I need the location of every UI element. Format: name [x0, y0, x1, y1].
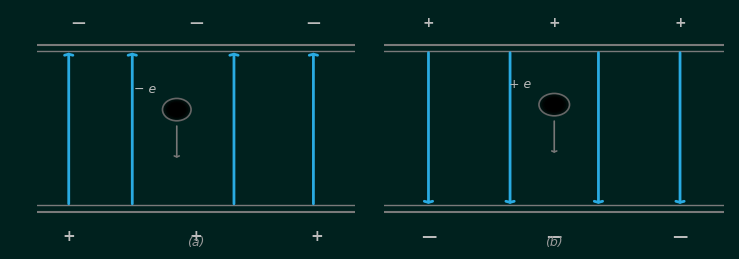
Circle shape [163, 98, 191, 121]
Text: +: + [189, 229, 202, 244]
Text: (b): (b) [545, 236, 563, 249]
Text: − e: − e [134, 83, 156, 96]
Circle shape [166, 101, 188, 118]
Circle shape [542, 96, 566, 113]
Text: —: — [189, 16, 202, 30]
Circle shape [169, 104, 184, 116]
Circle shape [541, 95, 568, 114]
Text: + e: + e [509, 78, 531, 91]
Text: —: — [72, 16, 85, 30]
Text: (a): (a) [187, 236, 205, 249]
Text: —: — [672, 229, 688, 244]
Text: +: + [674, 16, 686, 30]
Text: —: — [307, 16, 320, 30]
Circle shape [546, 99, 562, 110]
Text: —: — [420, 229, 436, 244]
Circle shape [168, 103, 186, 117]
Circle shape [539, 93, 570, 116]
Text: —: — [547, 229, 562, 244]
Text: +: + [423, 16, 435, 30]
Circle shape [164, 100, 189, 119]
Text: +: + [310, 229, 323, 244]
Text: +: + [548, 16, 560, 30]
Circle shape [545, 97, 564, 112]
Text: +: + [62, 229, 75, 244]
